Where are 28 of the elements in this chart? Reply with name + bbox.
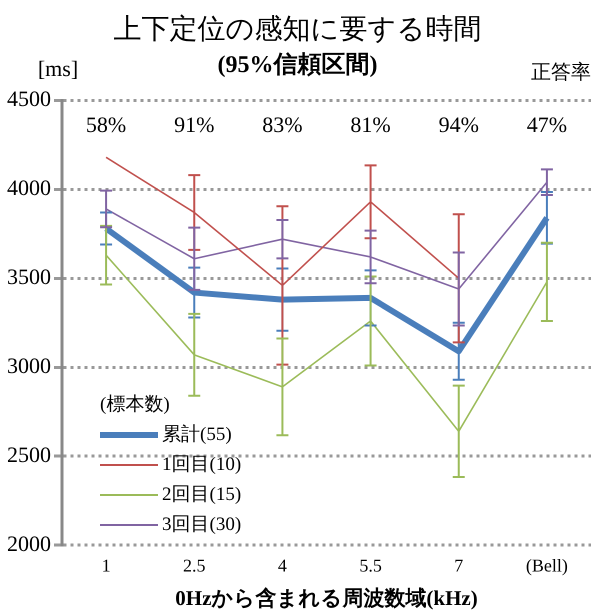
x-tick-label: (Bell) (526, 556, 568, 576)
y-tick-label: 2000 (7, 530, 51, 556)
y-tick-label: 4000 (7, 175, 51, 200)
y-tick-label: 3000 (7, 353, 51, 378)
x-tick-label: 5.5 (359, 556, 382, 576)
legend-label: 累計(55) (162, 423, 232, 447)
annotation: 81% (350, 112, 391, 138)
chart-title: 上下定位の感知に要する時間 (114, 14, 482, 46)
y-tick-label: 2500 (7, 442, 51, 468)
legend-title: (標本数) (100, 393, 171, 417)
y-axis-title: [ms] (38, 56, 78, 81)
x-tick-label: 4 (278, 556, 287, 576)
x-tick-label: 1 (102, 556, 111, 576)
legend-label: 2回目(15) (162, 483, 242, 507)
annotation: 94% (438, 112, 479, 138)
legend-label: 3回目(30) (162, 513, 242, 537)
legend-label: 1回目(10) (162, 453, 242, 477)
annotation: 83% (262, 112, 303, 138)
text: 正答率 (531, 61, 591, 84)
y-tick-label: 4500 (7, 86, 51, 112)
x-tick-label: 2.5 (183, 556, 206, 576)
annotation: 58% (86, 112, 126, 138)
annotation: 91% (174, 112, 214, 138)
chart-subtitle: (95%信頼区間) (218, 52, 378, 78)
x-tick-label: 7 (454, 556, 464, 576)
y-tick-label: 3500 (7, 264, 51, 290)
x-axis-title: 0Hzから含まれる周波数域(kHz) (175, 586, 478, 610)
annotation: 47% (526, 112, 568, 138)
